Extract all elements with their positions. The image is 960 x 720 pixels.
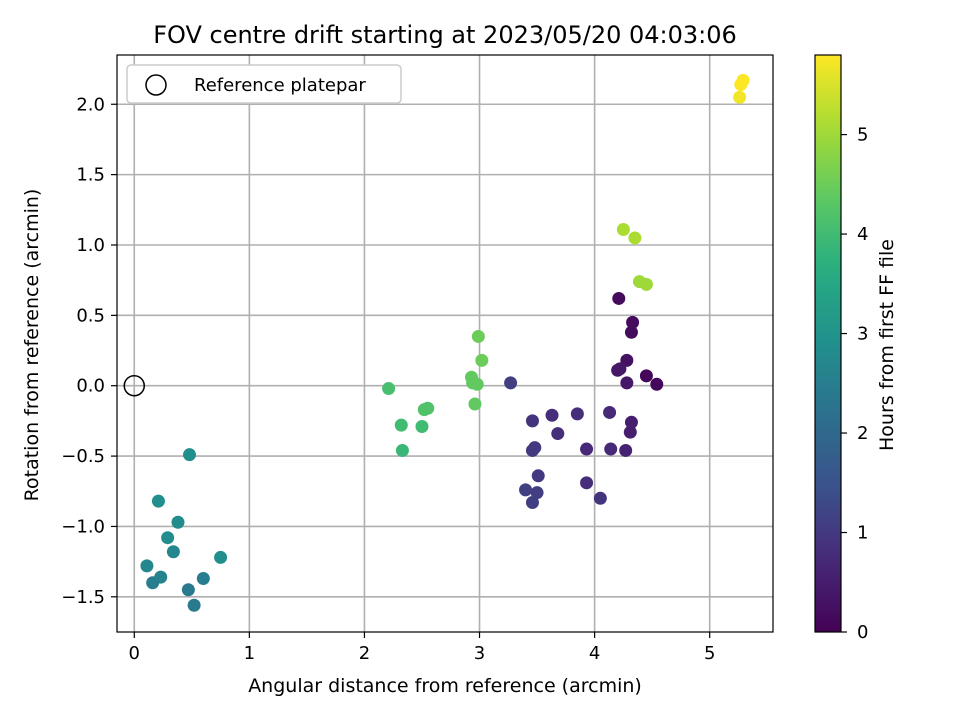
data-point — [650, 377, 664, 391]
plot-frame — [116, 54, 774, 633]
data-point — [140, 559, 154, 573]
data-point — [580, 442, 594, 456]
data-point — [624, 415, 638, 429]
data-point — [624, 325, 638, 339]
data-point — [531, 469, 545, 483]
legend-reference-marker — [145, 74, 167, 96]
y-tick-label: 1.5 — [76, 165, 105, 186]
legend-label: Reference platepar — [194, 75, 366, 96]
data-point — [525, 496, 539, 510]
data-point — [470, 377, 484, 391]
data-point — [616, 223, 630, 237]
data-point — [183, 448, 197, 462]
data-point — [611, 363, 625, 377]
reference-point — [123, 374, 146, 397]
y-tick-label: 1.0 — [76, 235, 105, 256]
data-point — [171, 515, 185, 529]
y-tick-label: 0.0 — [76, 376, 105, 397]
data-point — [166, 545, 180, 559]
y-axis-label: Rotation from reference (arcmin) — [21, 189, 43, 502]
data-point — [639, 277, 653, 291]
data-point — [626, 315, 640, 329]
data-point — [471, 329, 485, 343]
data-point — [736, 73, 750, 87]
data-point — [623, 425, 637, 439]
data-point — [504, 376, 518, 390]
data-point — [421, 401, 435, 415]
x-tick-label: 2 — [359, 643, 370, 664]
chart-title: FOV centre drift starting at 2023/05/20 … — [153, 21, 737, 49]
plot-area: 0 1 2 3 4 5 −1.5 −1.0 −0.5 0.0 0.5 1.0 1.5 2.0 — [61, 54, 774, 664]
x-tick-label: 4 — [589, 643, 600, 664]
data-point — [733, 90, 747, 104]
colorbar-label: Hours from first FF file — [876, 239, 898, 451]
x-axis-label: Angular distance from reference (arcmin) — [248, 675, 642, 697]
colorbar-tick-label: 1 — [857, 523, 868, 544]
data-point — [519, 483, 533, 497]
data-point — [530, 486, 544, 500]
data-point — [468, 397, 482, 411]
colorbar-tick-label: 3 — [857, 324, 868, 345]
data-point — [395, 443, 409, 457]
y-tick-label: 2.0 — [76, 94, 105, 115]
data-point — [580, 476, 594, 490]
data-point — [394, 418, 408, 432]
x-tick-label: 1 — [244, 643, 255, 664]
data-point — [551, 427, 565, 441]
data-point — [187, 598, 201, 612]
y-tick-label: −0.5 — [61, 446, 105, 467]
y-tick-label: −1.0 — [61, 516, 105, 537]
data-point — [382, 382, 396, 396]
data-point — [639, 369, 653, 383]
colorbar: 0 1 2 3 4 5 — [814, 54, 868, 643]
colorbar-tick-label: 2 — [857, 423, 868, 444]
y-tick-label: 0.5 — [76, 305, 105, 326]
data-point — [214, 550, 228, 564]
data-point — [619, 443, 633, 457]
data-point — [570, 407, 584, 421]
legend: Reference platepar — [126, 64, 402, 104]
data-point — [475, 353, 489, 367]
colorbar-tick-label: 0 — [857, 622, 868, 643]
data-point — [151, 494, 165, 508]
colorbar-tick-label: 4 — [857, 224, 868, 245]
colorbar-tick-label: 5 — [857, 125, 868, 146]
data-point — [196, 572, 210, 586]
data-point — [593, 491, 607, 505]
data-point — [603, 405, 617, 419]
x-tick-label: 5 — [704, 643, 715, 664]
x-tick-label: 0 — [129, 643, 140, 664]
data-point — [181, 583, 195, 597]
data-point — [604, 442, 618, 456]
x-tick-label: 3 — [474, 643, 485, 664]
legend-box — [126, 64, 402, 104]
data-point — [161, 531, 175, 545]
data-point — [628, 231, 642, 245]
colorbar-gradient — [814, 54, 842, 633]
data-point — [415, 420, 429, 434]
data-point — [525, 414, 539, 428]
y-tick-label: −1.5 — [61, 587, 105, 608]
data-point — [612, 291, 626, 305]
data-point — [620, 376, 634, 390]
data-point — [545, 408, 559, 422]
data-point — [525, 443, 539, 457]
data-point — [146, 576, 160, 590]
